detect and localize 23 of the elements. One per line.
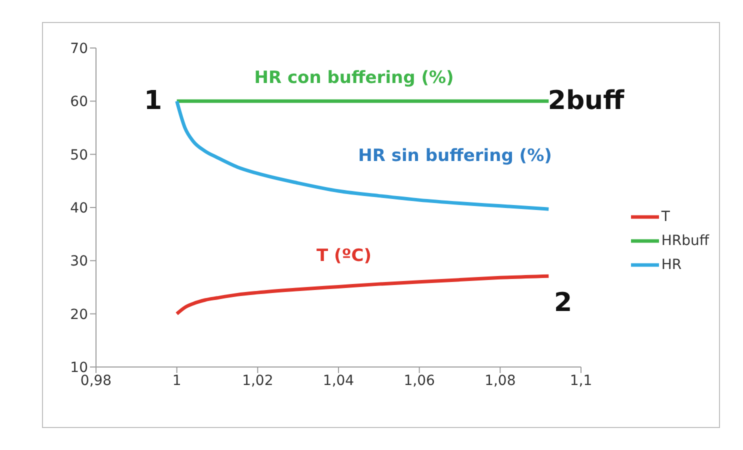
annotation: HR sin buffering (%) (358, 146, 552, 166)
annotation: T (ºC) (316, 246, 372, 266)
x-tick-label: 1 (172, 372, 182, 389)
x-tick-label: 1,02 (242, 372, 274, 389)
y-tick-label: 40 (70, 200, 88, 216)
x-tick-label: 1,08 (484, 372, 516, 389)
legend-label: HRbuff (661, 232, 709, 251)
y-tick-label: 50 (70, 147, 88, 164)
x-tick-label: 1,06 (404, 372, 436, 389)
y-tick-label: 60 (70, 94, 88, 110)
legend-label: T (661, 208, 670, 227)
y-tick-label: 70 (70, 40, 88, 57)
line-series (175, 99, 550, 211)
annotation: 2 (554, 288, 572, 318)
y-tick-label: 30 (70, 254, 88, 270)
annotation: 1 (144, 86, 162, 116)
legend-label: HR (661, 256, 682, 275)
line-series (175, 274, 550, 316)
x-tick-label: 1,04 (322, 372, 354, 389)
annotation: 2buff (548, 86, 624, 116)
y-tick-label: 20 (70, 306, 88, 323)
annotation: HR con buffering (%) (254, 68, 454, 88)
x-tick-label: 1,1 (570, 372, 592, 389)
